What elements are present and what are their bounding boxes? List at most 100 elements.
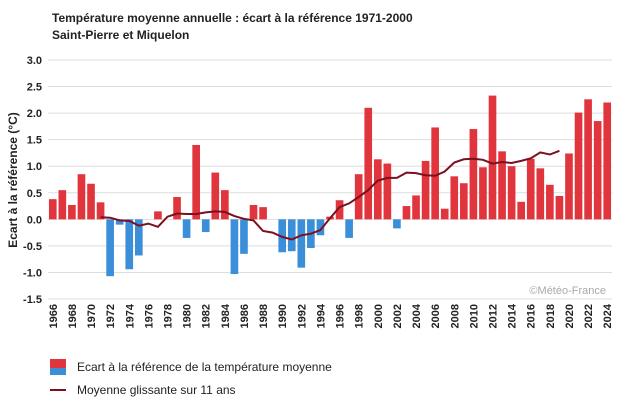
chart-title: Température moyenne annuelle : écart à l… [52, 11, 413, 25]
x-tick-label: 1972 [105, 304, 117, 328]
bar-2016 [526, 158, 535, 220]
x-tick-label: 1980 [182, 304, 194, 328]
bar-2024 [603, 102, 612, 220]
bar-2011 [479, 167, 487, 220]
x-tick-label: 1968 [67, 304, 79, 328]
bar-1999 [364, 107, 373, 220]
bar-1969 [77, 174, 86, 220]
x-tick-label: 1994 [315, 303, 327, 328]
x-tick-label: 1982 [201, 304, 213, 328]
x-tick-label: 1986 [239, 304, 251, 328]
bar-2002 [393, 219, 401, 229]
y-tick-label: 1.5 [27, 135, 42, 147]
y-tick-label: -0.5 [23, 241, 42, 253]
bar-1980 [182, 219, 191, 238]
bar-2004 [412, 195, 420, 220]
y-tick-label: 2.5 [27, 82, 42, 94]
bar-1987 [249, 204, 258, 220]
bar-2015 [517, 201, 526, 220]
bar-1981 [192, 144, 200, 220]
bar-1984 [221, 190, 229, 220]
bar-1970 [87, 183, 95, 220]
y-tick-label: 0.5 [27, 188, 42, 200]
x-tick-label: 2018 [545, 304, 557, 328]
x-tick-label: 2024 [602, 303, 614, 328]
x-tick-label: 2006 [430, 304, 442, 328]
bar-1973 [115, 219, 124, 225]
x-tick-label: 2020 [564, 304, 576, 328]
bar-1990 [278, 219, 287, 253]
y-tick-label: 3.0 [27, 55, 42, 67]
x-tick-label: 1978 [162, 304, 174, 328]
bar-2017 [536, 168, 545, 220]
bar-2003 [402, 206, 411, 220]
x-tick-label: 2000 [373, 304, 385, 328]
x-tick-label: 2002 [392, 304, 404, 328]
x-tick-label: 1976 [143, 304, 155, 328]
bar-1992 [297, 219, 306, 268]
x-tick-label: 2010 [468, 304, 480, 328]
y-tick-label: 1.0 [27, 161, 42, 173]
legend-item-moving-average: Moyenne glissante sur 11 ans [50, 383, 236, 397]
bar-2000 [373, 159, 382, 220]
bar-2007 [440, 208, 449, 220]
y-tick-label: 2.0 [27, 108, 42, 120]
chart-subtitle: Saint-Pierre et Miquelon [52, 28, 190, 42]
bar-2019 [555, 195, 564, 220]
x-tick-label: 1988 [258, 304, 270, 328]
y-axis-label: Ecart à la référence (°C) [6, 112, 20, 248]
legend-swatch-icon [50, 359, 66, 375]
bar-1988 [259, 207, 267, 220]
x-tick-label: 1966 [48, 304, 60, 328]
bar-2012 [488, 95, 497, 220]
bar-1997 [345, 219, 353, 238]
bar-1968 [68, 204, 76, 220]
x-tick-label: 1996 [335, 304, 347, 328]
x-tick-label: 2016 [526, 304, 538, 328]
bar-2005 [421, 160, 430, 220]
bar-2008 [450, 176, 459, 220]
x-tick-label: 1998 [354, 304, 366, 328]
bar-1983 [211, 172, 220, 220]
bar-2020 [565, 153, 573, 220]
bar-1985 [230, 219, 239, 275]
bar-2014 [507, 166, 516, 220]
bar-1966 [48, 199, 57, 220]
legend-item-deviation: Ecart à la référence de la température m… [50, 359, 332, 375]
x-tick-label: 2014 [507, 303, 519, 328]
bar-2009 [460, 183, 468, 220]
bar-2022 [584, 99, 592, 220]
bar-1982 [201, 219, 210, 233]
bar-2018 [546, 184, 554, 220]
x-tick-label: 2022 [583, 304, 595, 328]
bar-1971 [96, 202, 105, 220]
legend-label-moving-average: Moyenne glissante sur 11 ans [77, 383, 236, 397]
x-tick-label: 1970 [86, 304, 98, 328]
bar-1996 [335, 200, 344, 220]
moving-average-line [100, 149, 560, 241]
bar-1967 [58, 190, 67, 220]
bar-1974 [125, 219, 134, 270]
bar-2013 [498, 151, 506, 220]
bar-1994 [316, 219, 325, 236]
watermark: ©Météo-France [529, 285, 606, 297]
x-tick-label: 1984 [220, 303, 232, 328]
y-tick-label: -1.0 [23, 267, 42, 279]
bar-1991 [287, 219, 296, 252]
bar-1979 [173, 197, 181, 220]
bar-1972 [106, 219, 114, 277]
x-tick-label: 2004 [411, 303, 423, 328]
x-tick-labels: 1966 1968 1970 1972 1974 1976 1978 1980 1982 1984… [48, 303, 614, 328]
legend-label-deviation: Ecart à la référence de la température m… [77, 360, 332, 374]
y-tick-labels: 3.0 2.5 2.0 1.5 1.0 0.5 0.0 -0.5 -1.0 -1.5 [23, 55, 42, 306]
y-tick-label: -1.5 [23, 294, 42, 306]
x-tick-label: 2008 [449, 304, 461, 328]
bar-2023 [593, 121, 602, 220]
x-tick-label: 1974 [124, 303, 136, 328]
bar-1977 [154, 211, 162, 220]
legend-line-icon [50, 389, 66, 391]
x-tick-label: 1990 [277, 304, 289, 328]
bar-1975 [134, 219, 143, 256]
x-tick-label: 2012 [488, 304, 500, 328]
